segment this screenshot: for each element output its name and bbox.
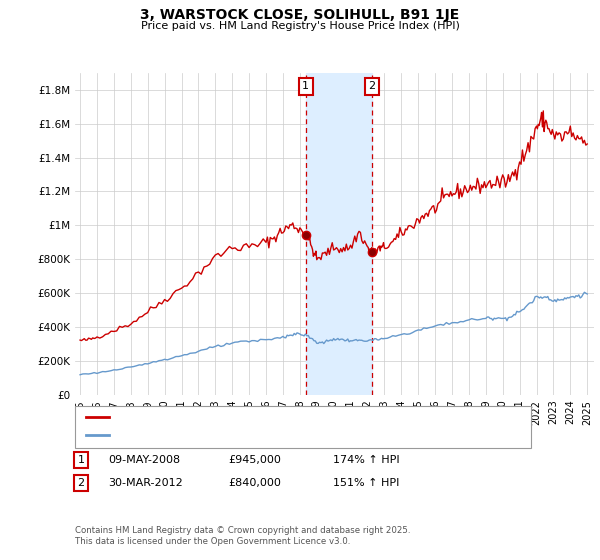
Text: 1: 1 [302, 81, 309, 91]
Text: 2: 2 [368, 81, 375, 91]
Text: 2: 2 [77, 478, 85, 488]
Bar [306, 73, 371, 395]
Text: 151% ↑ HPI: 151% ↑ HPI [333, 478, 400, 488]
Text: £840,000: £840,000 [228, 478, 281, 488]
Text: 3, WARSTOCK CLOSE, SOLIHULL, B91 1JE (detached house): 3, WARSTOCK CLOSE, SOLIHULL, B91 1JE (de… [115, 412, 422, 422]
Text: 1: 1 [77, 455, 85, 465]
Text: Price paid vs. HM Land Registry's House Price Index (HPI): Price paid vs. HM Land Registry's House … [140, 21, 460, 31]
Text: HPI: Average price, detached house, Solihull: HPI: Average price, detached house, Soli… [115, 430, 346, 440]
Text: 174% ↑ HPI: 174% ↑ HPI [333, 455, 400, 465]
Text: 3, WARSTOCK CLOSE, SOLIHULL, B91 1JE: 3, WARSTOCK CLOSE, SOLIHULL, B91 1JE [140, 8, 460, 22]
Text: 30-MAR-2012: 30-MAR-2012 [108, 478, 183, 488]
Text: 09-MAY-2008: 09-MAY-2008 [108, 455, 180, 465]
Text: £945,000: £945,000 [228, 455, 281, 465]
Text: Contains HM Land Registry data © Crown copyright and database right 2025.
This d: Contains HM Land Registry data © Crown c… [75, 526, 410, 546]
